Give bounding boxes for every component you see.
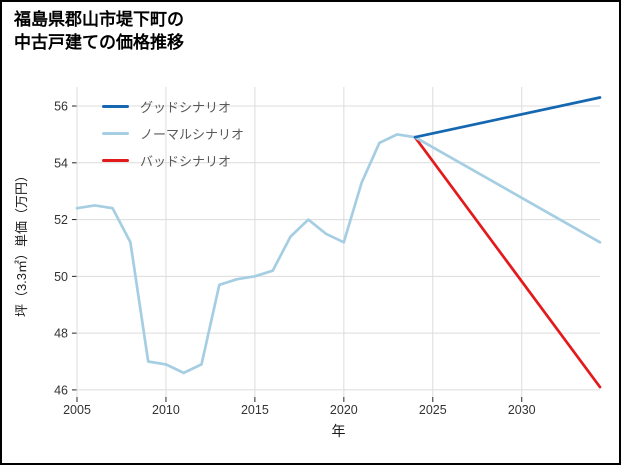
legend-label-good: グッドシナリオ (140, 100, 232, 115)
y-tick-label: 56 (54, 100, 68, 114)
legend: グッドシナリオ ノーマルシナリオ バッドシナリオ (102, 93, 244, 174)
series-line-normal (75, 133, 602, 375)
y-tick-label: 52 (54, 213, 68, 227)
x-tick-label: 2020 (330, 403, 358, 417)
y-tick-label: 50 (54, 270, 68, 284)
chart-title-line2: 中古戸建ての価格推移 (14, 32, 184, 52)
chart-title-line1: 福島県郡山市堤下町の (14, 10, 184, 29)
y-tick-label: 46 (54, 383, 68, 397)
legend-label-bad: バッドシナリオ (140, 154, 232, 169)
y-axis-label: 坪（3.3㎡）単価（万円） (14, 168, 29, 318)
y-tick-label: 54 (54, 156, 68, 170)
legend-label-normal: ノーマルシナリオ (140, 127, 245, 142)
x-tick-label: 2010 (152, 403, 180, 417)
x-axis-label: 年 (331, 423, 346, 439)
legend-item-normal: ノーマルシナリオ (102, 120, 244, 147)
y-tick-label: 48 (54, 327, 68, 341)
legend-item-good: グッドシナリオ (102, 93, 244, 120)
legend-item-bad: バッドシナリオ (102, 147, 244, 174)
x-tick-label: 2005 (63, 403, 91, 417)
legend-line-normal-icon (102, 132, 129, 135)
x-tick-label: 2025 (419, 403, 447, 417)
legend-line-bad-icon (102, 159, 129, 162)
chart-title: 福島県郡山市堤下町の 中古戸建ての価格推移 (14, 9, 184, 55)
x-tick-label: 2030 (508, 403, 536, 417)
series-line-good (413, 96, 602, 139)
series-line-bad (413, 135, 602, 389)
x-tick-label: 2015 (241, 403, 269, 417)
legend-line-good-icon (102, 105, 129, 108)
